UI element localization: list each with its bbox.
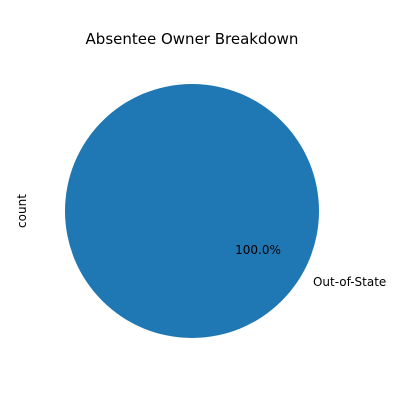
pie-slices: [65, 84, 319, 338]
pie-slice: [65, 84, 319, 338]
chart-title: Absentee Owner Breakdown: [86, 30, 299, 48]
pie-labels: 100.0% Out-of-State: [235, 243, 386, 289]
slice-category-label: Out-of-State: [313, 275, 386, 289]
y-axis-label: count: [15, 194, 29, 228]
slice-percent-label: 100.0%: [235, 243, 281, 257]
